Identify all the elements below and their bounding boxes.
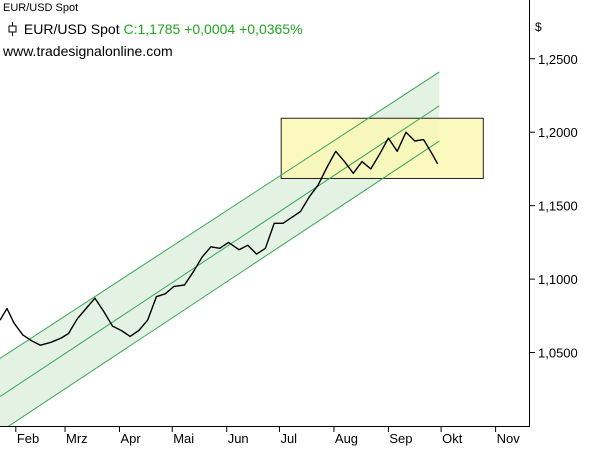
x-tick-label: Jul — [280, 431, 297, 446]
x-tick-label: Mai — [173, 431, 194, 446]
x-tick-label: Jun — [228, 431, 249, 446]
y-axis-unit: $ — [535, 20, 542, 34]
ohlc-bar-icon — [8, 22, 17, 36]
x-tick-label: Nov — [497, 431, 521, 446]
change-absolute: +0,0004 — [184, 21, 236, 37]
website-url[interactable]: www.tradesignalonline.com — [3, 43, 173, 59]
plot-area — [0, 71, 484, 426]
instrument-name: EUR/USD Spot — [23, 21, 120, 37]
x-tick-label: Feb — [17, 431, 39, 446]
y-tick-label: 1,1500 — [538, 199, 578, 214]
x-tick-label: Aug — [335, 431, 358, 446]
x-tick-label: Apr — [121, 431, 142, 446]
channel-lower-line — [7, 140, 440, 426]
chart-header: EUR/USD Spot C:1,1785 +0,0004 +0,0365% — [8, 21, 303, 37]
x-tick-label: Sep — [389, 431, 412, 446]
close-value: C:1,1785 — [123, 21, 181, 37]
y-tick-label: 1,2500 — [538, 52, 578, 67]
price-line — [0, 131, 439, 346]
x-tick-label: Mrz — [66, 431, 88, 446]
x-tick-label: Okt — [442, 431, 463, 446]
y-tick-label: 1,1000 — [538, 272, 578, 287]
channel-middle-line — [0, 105, 440, 398]
window-title: EUR/USD Spot — [3, 2, 79, 14]
channel-upper-line — [0, 71, 440, 359]
y-tick-label: 1,2000 — [538, 125, 578, 140]
change-percent: +0,0365% — [239, 21, 303, 37]
y-tick-label: 1,0500 — [538, 346, 578, 361]
